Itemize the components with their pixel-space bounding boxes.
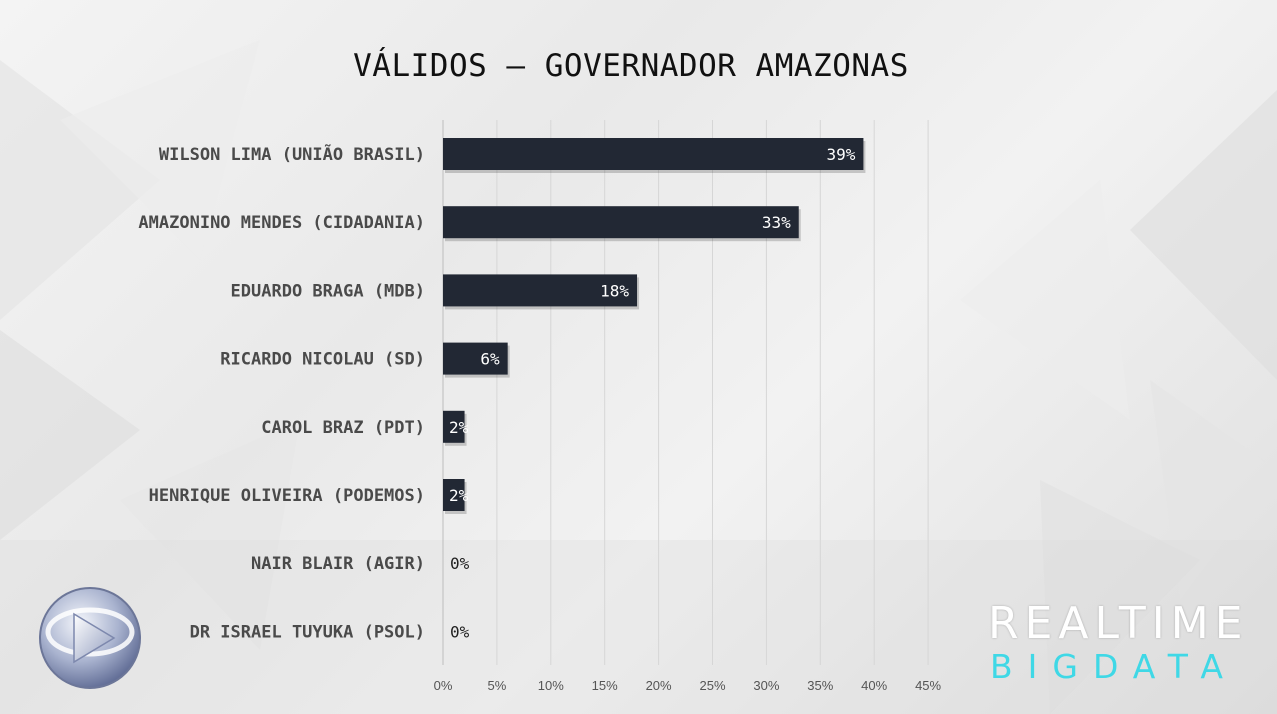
category-label: RICARDO NICOLAU (SD)	[220, 350, 425, 370]
x-tick-label: 5%	[488, 678, 507, 693]
bar	[443, 206, 799, 239]
bar	[443, 138, 864, 170]
bar	[443, 274, 638, 307]
x-tick-label: 20%	[646, 678, 672, 693]
data-label: 0%	[450, 622, 470, 641]
bar	[443, 342, 508, 375]
data-label: 39%	[827, 145, 856, 164]
x-tick-label: 40%	[861, 678, 887, 693]
category-label: HENRIQUE OLIVEIRA (PODEMOS)	[149, 486, 425, 506]
x-tick-label: 30%	[753, 678, 779, 693]
chart-title: VÁLIDOS – GOVERNADOR AMAZONAS	[353, 48, 909, 84]
data-label: 6%	[480, 350, 500, 369]
data-label: 2%	[449, 486, 469, 505]
x-tick-label: 0%	[434, 678, 453, 693]
bar	[443, 410, 465, 443]
bar	[443, 479, 465, 511]
data-label: 0%	[450, 554, 470, 573]
data-label: 2%	[449, 418, 469, 437]
x-tick-label: 45%	[915, 678, 941, 693]
category-label: EDUARDO BRAGA (MDB)	[231, 281, 425, 301]
x-tick-label: 25%	[699, 678, 725, 693]
brand-line-realtime: REALTIME	[988, 598, 1249, 649]
category-label: WILSON LIMA (UNIÃO BRASIL)	[159, 142, 425, 165]
x-tick-label: 10%	[538, 678, 564, 693]
category-label: AMAZONINO MENDES (CIDADANIA)	[138, 213, 425, 233]
x-tick-label: 15%	[592, 678, 618, 693]
category-label: DR ISRAEL TUYUKA (PSOL)	[190, 622, 425, 642]
data-label: 33%	[762, 213, 791, 232]
category-label: NAIR BLAIR (AGIR)	[251, 554, 425, 574]
brand-line-bigdata: BIGDATA	[990, 647, 1238, 686]
x-tick-label: 35%	[807, 678, 833, 693]
category-label: CAROL BRAZ (PDT)	[261, 418, 425, 438]
data-label: 18%	[600, 281, 629, 300]
realtime-bigdata-logo: REALTIME BIGDATA	[988, 600, 1243, 690]
record-tv-logo-icon	[39, 587, 141, 689]
